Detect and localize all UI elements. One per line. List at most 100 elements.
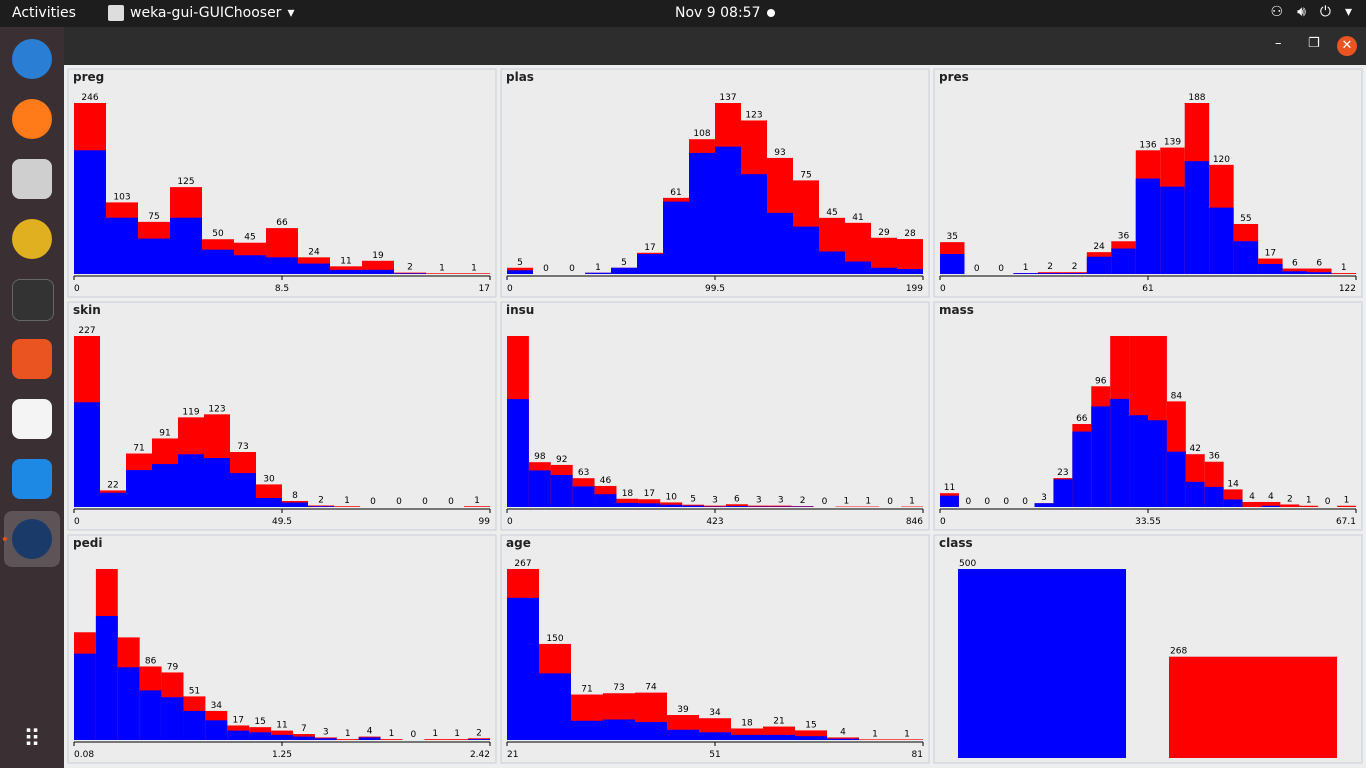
axis-tick-label: 8.5 [275,284,289,294]
bar-segment-blue [178,454,204,507]
bar-segment-blue [660,504,683,507]
bar-segment-blue [638,503,661,507]
bar-segment-red [704,505,726,507]
histogram-panel-class: class 500 268 [933,534,1363,764]
app-name: weka-gui-GUIChooser [130,5,282,21]
bar-count-label: 50 [212,229,224,239]
bar-count-label: 74 [645,683,657,693]
bar-segment-blue [74,150,106,274]
app-center-icon[interactable] [12,339,52,379]
maximize-button[interactable]: ❐ [1308,36,1320,51]
bar-count-label: 5 [621,258,627,268]
app-menu[interactable]: weka-gui-GUIChooser ▾ [108,5,294,21]
bar-count-label: 73 [237,442,248,452]
top-bar: Activities weka-gui-GUIChooser ▾ Nov 9 0… [0,0,1366,27]
clock[interactable]: Nov 9 08:57 [675,5,761,21]
bar-count-label: 45 [826,208,837,218]
bar-segment-blue [282,502,308,507]
vscode-icon[interactable] [12,459,52,499]
files-icon[interactable] [12,159,52,199]
bar-segment-blue [940,495,959,507]
bar-count-label: 0 [396,497,402,507]
axis-tick-label: 51 [709,750,720,760]
bar-segment-blue [616,502,639,507]
firefox-icon[interactable] [12,99,52,139]
rhythmbox-icon[interactable] [12,219,52,259]
bar-count-label: 1 [1306,496,1312,506]
bar-count-label: 7 [301,724,307,734]
bar-segment-blue [74,653,96,740]
terminal-icon[interactable] [12,279,54,321]
bar-count-label: 1 [432,729,438,739]
close-button[interactable]: ✕ [1337,36,1357,56]
bar-segment-blue [550,474,573,507]
bar-segment-red [336,739,359,740]
app-grid-icon[interactable]: ⠿ [23,725,41,753]
histogram-title: pedi [73,536,102,550]
bar-segment-blue [539,673,571,740]
bar-count-label: 3 [323,727,329,737]
axis-tick-label: 423 [706,517,723,527]
bar-count-label: 5 [690,495,696,505]
bar-segment-blue [667,729,699,740]
axis-tick-label: 61 [1142,284,1153,294]
bar-segment-blue [571,720,603,740]
network-icon: ⚇ [1270,4,1284,20]
bar-segment-blue [767,212,793,274]
bar-segment-blue [827,738,859,740]
bar-segment-blue [227,730,250,740]
bar-segment-blue [106,217,138,274]
bar-segment-blue [230,473,256,507]
bar-segment-blue [795,736,827,740]
window-titlebar[interactable]: – ❐ ✕ [64,27,1366,65]
bar-segment-blue [507,270,533,274]
bar-count-label: 0 [1022,497,1028,507]
bar-segment-blue [205,720,228,740]
bar-segment-blue [308,506,334,507]
thunderbird-icon[interactable] [12,39,52,79]
bar-count-label: 17 [1265,249,1276,259]
bar-count-label: 17 [644,243,655,253]
axis-tick-label: 122 [1339,284,1356,294]
bar-count-label: 4 [367,727,373,737]
bar-segment-blue [161,697,184,740]
bar-segment-blue [170,217,202,274]
bar-segment-blue [741,174,767,274]
bar-segment-blue [100,492,126,507]
bar-segment-red [725,504,748,507]
bar-count-label: 123 [208,404,225,414]
activities-button[interactable]: Activities [12,5,76,21]
bar-segment-blue [1258,263,1283,274]
bar-segment-blue [682,505,705,507]
notification-dot [767,9,775,17]
bar-count-label: 24 [1093,242,1105,252]
bar-segment-red [1299,505,1319,507]
bar-segment-blue [528,470,551,507]
bar-segment-blue [234,255,266,274]
bar-count-label: 2 [1047,262,1053,272]
weka-icon[interactable] [12,519,52,559]
bar-count-label: 103 [113,192,130,202]
bar-segment-red [891,739,923,740]
bar-segment-blue [1111,248,1136,274]
bar-count-label: 4 [1249,492,1255,502]
axis-tick-label: 21 [507,750,518,760]
bar-count-label: 66 [276,218,288,228]
axis-tick-label: 0 [940,284,946,294]
bar-segment-red [1261,501,1281,507]
text-editor-icon[interactable] [12,399,52,439]
bar-segment-red [1337,505,1356,507]
bar-segment-blue [1148,420,1167,507]
bar-count-label: 3 [1041,493,1047,503]
bar-segment-blue [266,257,298,274]
bar-segment-blue [699,732,731,740]
axis-tick-label: 49.5 [272,517,292,527]
bar-count-label: 11 [944,483,955,493]
chevron-down-icon: ▾ [1344,4,1352,20]
bar-count-label: 28 [904,229,916,239]
bar-segment-blue [507,597,539,740]
system-tray[interactable]: ⚇ 🔊︎ ⏻ ▾ [1271,4,1353,20]
bar-segment-blue [507,399,529,507]
minimize-button[interactable]: – [1275,36,1282,51]
